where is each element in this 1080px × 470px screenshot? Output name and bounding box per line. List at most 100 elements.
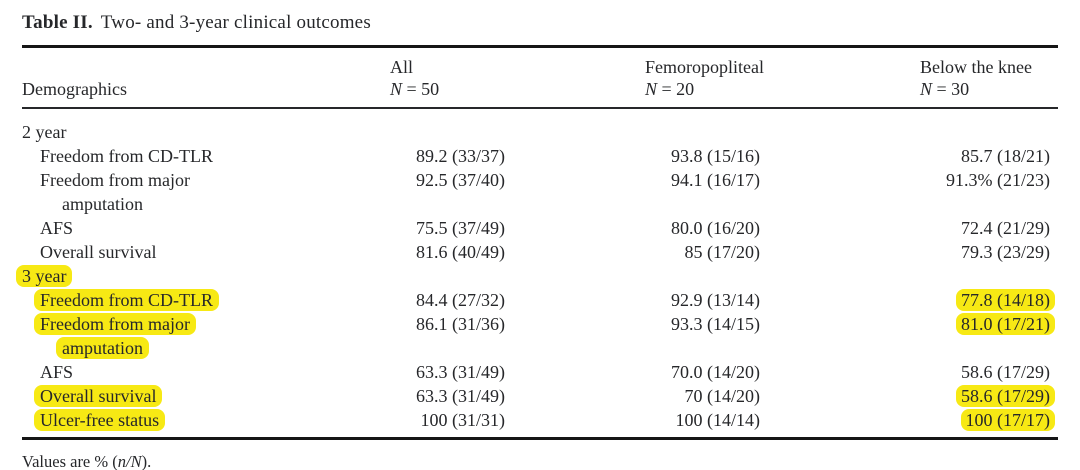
table-row: 2 year: [22, 120, 1058, 144]
cell-value: 84.4 (27/32): [390, 288, 645, 312]
cell-value-text: 63.3 (31/49): [416, 385, 505, 406]
header-col-below-knee: Below the knee N = 30: [920, 56, 1058, 100]
row-label: AFS: [22, 360, 390, 384]
cell-value: [920, 264, 1058, 288]
cell-value: [390, 264, 645, 288]
table-number: Table II.: [22, 12, 93, 33]
cell-value: 63.3 (31/49): [390, 384, 645, 408]
row-label: 2 year: [22, 120, 390, 144]
cell-value-text: 93.8 (15/16): [671, 145, 760, 166]
cell-value: 58.6 (17/29): [920, 360, 1058, 384]
cell-value: 94.1 (16/17): [645, 168, 920, 216]
cell-value: 72.4 (21/29): [920, 216, 1058, 240]
cell-value-text: 92.5 (37/40): [416, 169, 505, 190]
cell-value-text: 70 (14/20): [684, 385, 761, 406]
cell-value: 63.3 (31/49): [390, 360, 645, 384]
footnote-text-after: ).: [141, 451, 152, 470]
header-col-below-knee-n: N = 30: [920, 79, 970, 99]
cell-value: 86.1 (31/36): [390, 312, 645, 360]
footnote: Values are % (n/N).: [22, 451, 1058, 470]
cell-value-text: 100 (31/31): [420, 409, 506, 430]
row-label: Freedom from CD-TLR: [22, 288, 390, 312]
cell-value: 92.9 (13/14): [645, 288, 920, 312]
cell-value-text: 58.6 (17/29): [961, 361, 1050, 382]
cell-value-text: 100 (17/17): [960, 408, 1055, 431]
cell-value: 89.2 (33/37): [390, 144, 645, 168]
cell-value: 75.5 (37/49): [390, 216, 645, 240]
cell-value-text: 93.3 (14/15): [671, 313, 760, 334]
row-label-wrap-text: amputation: [56, 336, 149, 359]
row-label: Freedom from CD-TLR: [22, 144, 390, 168]
row-label: Freedom from major amputation: [22, 312, 390, 360]
table-row: Freedom from CD-TLR 84.4 (27/32) 92.9 (13/…: [22, 288, 1058, 312]
row-label: Overall survival: [22, 384, 390, 408]
cell-value: 92.5 (37/40): [390, 168, 645, 216]
table-row: AFS 63.3 (31/49) 70.0 (14/20) 58.6 (17/29): [22, 360, 1058, 384]
table-row: Ulcer-free status 100 (31/31) 100 (14/14) 1…: [22, 408, 1058, 432]
cell-value-text: 77.8 (14/18): [956, 288, 1055, 311]
header-col-all-n: N = 50: [390, 79, 440, 99]
table-row: AFS 75.5 (37/49) 80.0 (16/20) 72.4 (21/29): [22, 216, 1058, 240]
top-rule: [22, 45, 1058, 48]
cell-value-text: 80.0 (16/20): [671, 217, 760, 238]
cell-value: 58.6 (17/29): [920, 384, 1058, 408]
cell-value-text: 70.0 (14/20): [671, 361, 760, 382]
header-col-femoropopliteal: Femoropopliteal N = 20: [645, 56, 920, 100]
cell-value-text: 86.1 (31/36): [416, 313, 505, 334]
cell-value-text: 79.3 (23/29): [961, 241, 1050, 262]
row-label-text: AFS: [40, 217, 74, 238]
header-col-all: All N = 50: [390, 56, 645, 100]
row-label-text: Overall survival: [34, 384, 163, 407]
cell-value: 81.0 (17/21): [920, 312, 1058, 360]
cell-value-text: 72.4 (21/29): [961, 217, 1050, 238]
cell-value: 85.7 (18/21): [920, 144, 1058, 168]
table-row: Overall survival 63.3 (31/49) 70 (14/20) 58…: [22, 384, 1058, 408]
cell-value-text: 58.6 (17/29): [956, 384, 1055, 407]
header-col-below-knee-name: Below the knee: [920, 57, 1032, 77]
table-caption: Two- and 3-year clinical outcomes: [100, 12, 371, 33]
cell-value: 100 (17/17): [920, 408, 1058, 432]
cell-value: 100 (31/31): [390, 408, 645, 432]
cell-value: 80.0 (16/20): [645, 216, 920, 240]
header-col-femoropopliteal-n: N = 20: [645, 79, 695, 99]
cell-value: 79.3 (23/29): [920, 240, 1058, 264]
cell-value: [390, 120, 645, 144]
footnote-text-before: Values are % (: [22, 451, 118, 470]
table-header-row: Demographics All N = 50 Femoropopliteal …: [22, 48, 1058, 107]
cell-value: [920, 120, 1058, 144]
cell-value-text: 81.0 (17/21): [956, 312, 1055, 335]
cell-value-text: 94.1 (16/17): [671, 169, 760, 190]
table-row: 3 year: [16, 264, 1058, 288]
row-label-text: Ulcer-free status: [34, 408, 166, 431]
row-label-text: AFS: [40, 361, 74, 382]
table-body: 2 year Freedom from CD-TLR 89.2 (33/37) 93.…: [16, 109, 1058, 437]
cell-value: 93.3 (14/15): [645, 312, 920, 360]
table-title: Table II. Two- and 3-year clinical outcom…: [22, 10, 1058, 36]
row-label: Overall survival: [22, 240, 390, 264]
cell-value: [645, 120, 920, 144]
header-col-femoropopliteal-name: Femoropopliteal: [645, 57, 764, 77]
cell-value: 91.3% (21/23): [920, 168, 1058, 216]
footnote-nN: n/N: [117, 451, 142, 470]
cell-value-text: 91.3% (21/23): [946, 169, 1050, 190]
cell-value-text: 75.5 (37/49): [416, 217, 505, 238]
cell-value-text: 81.6 (40/49): [416, 241, 505, 262]
table-row: Freedom from CD-TLR 89.2 (33/37) 93.8 (15/…: [22, 144, 1058, 168]
table-row: Overall survival 81.6 (40/49) 85 (17/20) 79…: [22, 240, 1058, 264]
cell-value: 85 (17/20): [645, 240, 920, 264]
cell-value-text: 85.7 (18/21): [961, 145, 1050, 166]
bottom-rule: [22, 436, 1058, 440]
cell-value: 77.8 (14/18): [920, 288, 1058, 312]
cell-value: 81.6 (40/49): [390, 240, 645, 264]
row-label-text: Freedom from CD-TLR: [34, 288, 219, 311]
row-label: 3 year: [16, 264, 390, 288]
cell-value-text: 63.3 (31/49): [416, 361, 505, 382]
cell-value-text: 85 (17/20): [684, 241, 761, 262]
cell-value: 100 (14/14): [645, 408, 920, 432]
header-rule: [22, 107, 1058, 109]
header-demographics: Demographics: [22, 79, 127, 99]
row-label-wrap-text: amputation: [62, 193, 143, 214]
cell-value-text: 84.4 (27/32): [416, 289, 505, 310]
row-label-text: Freedom from major: [40, 169, 190, 190]
